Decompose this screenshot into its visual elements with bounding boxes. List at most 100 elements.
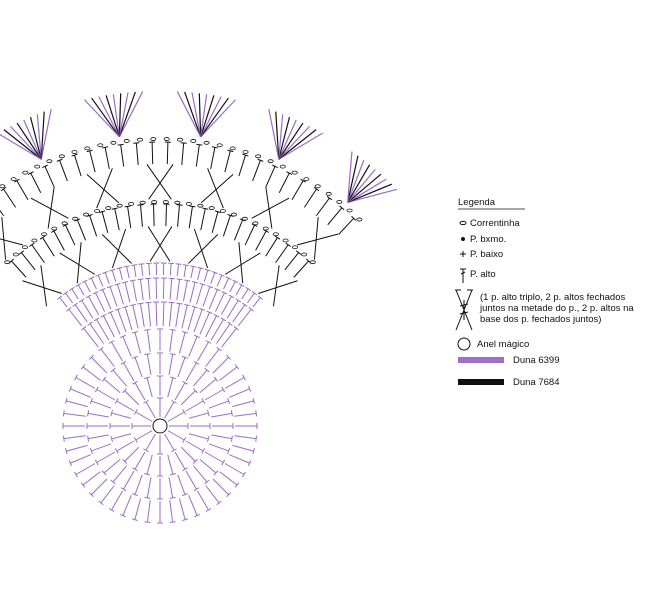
cluster <box>59 242 96 284</box>
stitch <box>99 210 109 234</box>
chain <box>242 150 249 154</box>
stitch <box>221 326 240 348</box>
stitch <box>178 331 189 354</box>
stitch <box>205 485 222 506</box>
chain <box>4 260 11 265</box>
stitch <box>338 215 357 235</box>
stitch <box>232 397 255 408</box>
stitch <box>255 229 270 251</box>
stitch <box>169 500 176 524</box>
stitch <box>62 435 86 442</box>
stitch <box>92 291 106 312</box>
stitch <box>145 277 152 300</box>
stitch <box>189 281 199 303</box>
stitch <box>143 399 156 419</box>
legend-label: Correntinha <box>470 218 520 229</box>
chain <box>34 164 41 169</box>
stitch <box>168 301 175 327</box>
stitch <box>74 374 96 389</box>
stitch <box>98 346 115 367</box>
stitch <box>197 266 204 280</box>
fan-stitch <box>118 91 144 138</box>
stitch <box>86 423 108 429</box>
chain <box>150 137 157 141</box>
fan-stitch <box>112 94 120 137</box>
chain <box>12 252 19 257</box>
chain <box>22 170 29 175</box>
stitch <box>168 353 176 375</box>
stitch <box>98 485 115 506</box>
stitch <box>27 171 42 193</box>
fan-stitch <box>105 95 120 138</box>
stitch <box>234 410 258 417</box>
stitch <box>199 459 219 476</box>
chain <box>282 238 289 243</box>
stitch <box>95 273 104 287</box>
stitch <box>137 278 144 301</box>
stitch <box>224 149 234 173</box>
stitch <box>144 353 152 375</box>
stitch <box>71 153 82 177</box>
stitch <box>233 218 246 241</box>
chain <box>177 137 184 142</box>
stitch <box>69 286 79 300</box>
stitch <box>150 203 157 227</box>
cluster <box>200 168 234 209</box>
stitch <box>110 433 132 442</box>
stitch <box>144 454 153 476</box>
chain <box>190 139 197 143</box>
stitch <box>265 164 278 187</box>
chain <box>31 238 38 243</box>
stitch <box>119 334 132 357</box>
stitch <box>81 279 91 293</box>
stitch <box>18 250 36 271</box>
stitch <box>174 451 188 472</box>
color-swatch <box>458 379 504 385</box>
chain <box>41 232 48 237</box>
stitch <box>180 446 198 464</box>
stitch <box>278 171 293 193</box>
stitch <box>175 263 182 277</box>
dc-symbol <box>460 268 466 283</box>
stitch <box>101 376 121 393</box>
stitch <box>137 302 145 328</box>
stitch <box>234 435 258 442</box>
fan-stitch <box>268 109 280 160</box>
chain <box>94 209 101 213</box>
cluster <box>224 242 261 284</box>
stitch <box>164 399 177 419</box>
chain <box>197 203 204 208</box>
cluster <box>147 226 173 262</box>
chain <box>83 212 90 217</box>
stitch <box>238 153 249 177</box>
stitch <box>229 279 239 293</box>
stitch <box>193 465 210 485</box>
stitch <box>62 410 86 417</box>
stitch <box>232 444 255 455</box>
stitch <box>88 478 108 498</box>
stitch <box>56 295 68 308</box>
stitch <box>216 273 225 287</box>
stitch <box>75 283 85 296</box>
stitch <box>78 298 94 319</box>
chain <box>71 150 78 154</box>
legend-label: P. baixo <box>470 249 504 260</box>
magic-ring <box>152 418 168 434</box>
chain <box>314 184 321 189</box>
chain <box>21 245 28 250</box>
stitch <box>129 303 139 329</box>
chain <box>356 217 363 222</box>
chain <box>325 191 332 196</box>
stitch <box>108 340 123 362</box>
stitch <box>107 310 121 335</box>
stitch <box>232 302 248 323</box>
chain <box>279 164 286 169</box>
stitch <box>222 214 234 237</box>
chain <box>208 206 215 210</box>
stitch <box>204 451 226 466</box>
stitch <box>129 279 138 302</box>
stitch <box>197 340 212 362</box>
fan-stitch <box>9 125 42 160</box>
stitch <box>108 490 123 512</box>
chain <box>267 159 274 164</box>
